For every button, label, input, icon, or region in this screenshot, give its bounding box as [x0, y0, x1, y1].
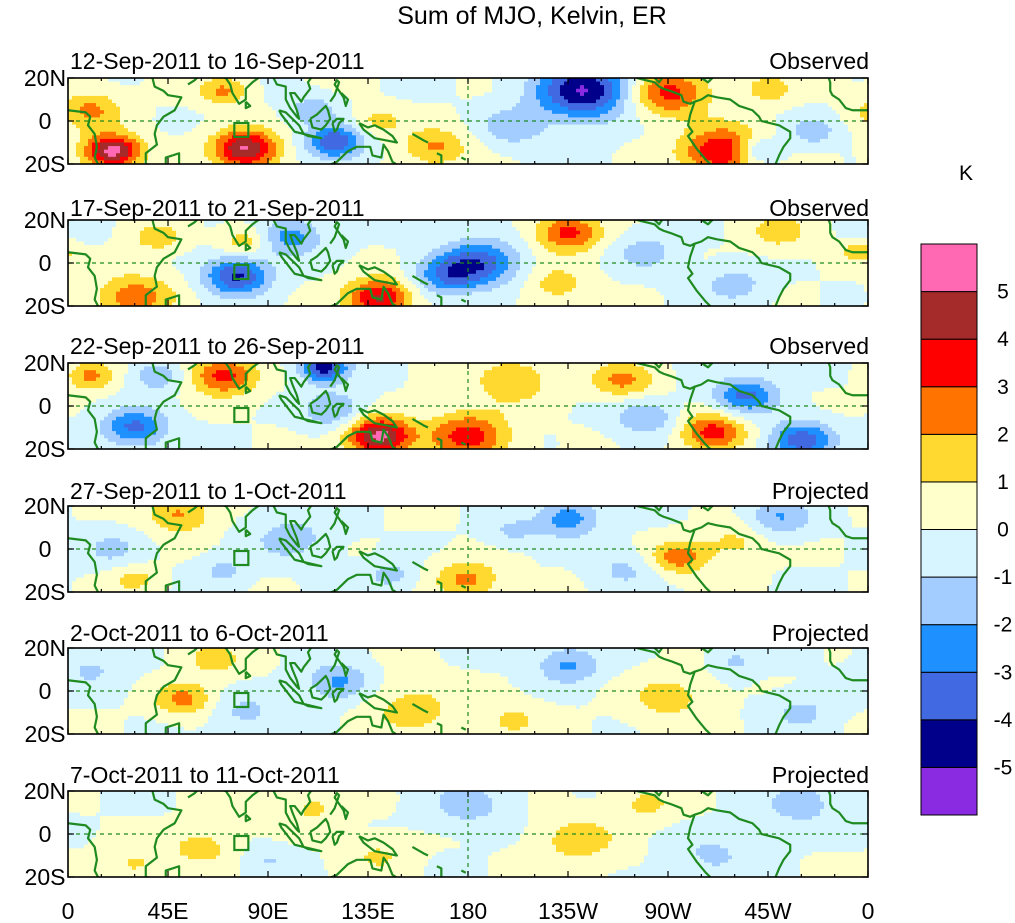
colorbar-swatch: [920, 719, 978, 768]
panel-status-label: Projected: [772, 620, 869, 646]
panel-4: 20N 0 20S 27-Sep-2011 to 1-Oct-2011 Projecte…: [24, 478, 869, 605]
coastlines: [68, 646, 868, 738]
panel-period-label: 7-Oct-2011 to 11-Oct-2011: [70, 762, 340, 788]
panel-period-label: 2-Oct-2011 to 6-Oct-2011: [70, 620, 329, 646]
colorbar-units-label: K: [959, 162, 973, 185]
panel-status-label: Observed: [769, 48, 869, 74]
colorbar-level-label: 3: [997, 376, 1009, 399]
anomaly-field: [68, 363, 868, 449]
panel-status-label: Observed: [769, 195, 869, 221]
panel-2: 20N 0 20S 17-Sep-2011 to 21-Sep-2011 Observe…: [24, 195, 869, 319]
colorbar-swatch: [920, 481, 978, 531]
anomaly-field: [68, 78, 868, 164]
colorbar-swatch: [920, 243, 978, 293]
x-axis: 0 45E 90E 135E 180 135W 90W 45W 0: [62, 898, 875, 923]
panel-period-label: 17-Sep-2011 to 21-Sep-2011: [70, 195, 365, 221]
y-tick-label: 20S: [25, 579, 66, 605]
panel-status-label: Observed: [769, 333, 869, 359]
region-box: [233, 834, 250, 852]
y-tick-label: 0: [39, 250, 52, 276]
x-tick-label: 135W: [538, 898, 598, 923]
panel-period-label: 12-Sep-2011 to 16-Sep-2011: [70, 48, 365, 74]
colorbar-level-label: -1: [994, 566, 1013, 589]
colorbar-level-label: 1: [997, 471, 1009, 494]
x-tick-label: 135E: [341, 898, 395, 923]
colorbar-level-label: 5: [997, 281, 1009, 304]
colorbar-swatch: [920, 338, 978, 388]
anomaly-field: [68, 648, 868, 734]
y-tick-label: 20S: [25, 721, 66, 747]
colorbar-level-label: 0: [997, 519, 1009, 542]
y-tick-label: 0: [39, 678, 52, 704]
colorbar-level-label: -2: [994, 614, 1013, 637]
colorbar-level-label: -3: [994, 661, 1013, 684]
y-tick-label: 20N: [24, 207, 66, 233]
coastlines: [68, 76, 868, 168]
anomaly-field: [68, 220, 868, 306]
x-tick-label: 180: [449, 898, 487, 923]
colorbar-level-label: 2: [997, 423, 1009, 446]
colorbar-swatch: [920, 671, 978, 721]
y-tick-label: 20N: [24, 493, 66, 519]
colorbar-swatch: [920, 291, 978, 340]
region-box: [233, 263, 250, 281]
x-tick-label: 45W: [744, 898, 792, 923]
colorbar-swatch: [920, 576, 978, 626]
y-tick-label: 0: [39, 393, 52, 419]
x-tick-label: 90W: [644, 898, 692, 923]
region-box: [233, 691, 250, 709]
panel-6: 20N 0 20S 7-Oct-2011 to 11-Oct-2011 Projecte…: [24, 762, 869, 890]
colorbar-level-label: -4: [994, 709, 1013, 732]
coastlines: [68, 218, 868, 310]
y-tick-label: 20S: [25, 293, 66, 319]
y-tick-label: 0: [39, 536, 52, 562]
colorbar-swatch: [920, 624, 978, 673]
colorbar-swatch: [920, 529, 978, 578]
colorbar-swatch: [920, 386, 978, 435]
y-tick-label: 0: [39, 821, 52, 847]
x-tick-label: 0: [62, 898, 75, 923]
panel-period-label: 27-Sep-2011 to 1-Oct-2011: [70, 478, 347, 504]
colorbar-level-label: -5: [994, 756, 1013, 779]
y-tick-label: 20N: [24, 635, 66, 661]
panel-5: 20N 0 20S 2-Oct-2011 to 6-Oct-2011 Projected: [24, 620, 869, 747]
x-tick-label: 90E: [248, 898, 289, 923]
panel-1: 20N 0 20S 12-Sep-2011 to 16-Sep-2011 Observe…: [24, 48, 869, 177]
y-tick-label: 0: [39, 108, 52, 134]
coastlines: [68, 789, 868, 881]
region-box: [233, 406, 250, 424]
colorbar-swatch: [920, 766, 978, 816]
panel-period-label: 22-Sep-2011 to 26-Sep-2011: [70, 333, 365, 359]
y-tick-label: 20S: [25, 864, 66, 890]
y-tick-label: 20N: [24, 778, 66, 804]
region-box: [233, 549, 250, 567]
panel-stack: 20N 0 20S 12-Sep-2011 to 16-Sep-2011 Observe…: [24, 48, 869, 890]
panel-3: 20N 0 20S 22-Sep-2011 to 26-Sep-2011 Observe…: [24, 333, 869, 462]
coastlines: [68, 504, 868, 596]
colorbar-level-label: 4: [997, 328, 1009, 351]
colorbar-swatch: [920, 433, 978, 483]
colorbar: K -5 -4 -3 -2 -1 0 1 2 3 4 5: [920, 162, 1013, 816]
region-box: [233, 121, 250, 139]
chart-title: Sum of MJO, Kelvin, ER: [397, 2, 667, 30]
coastlines: [68, 361, 868, 453]
y-tick-label: 20S: [25, 151, 66, 177]
y-tick-label: 20N: [24, 350, 66, 376]
x-tick-label: 45E: [148, 898, 189, 923]
anomaly-field: [68, 506, 868, 592]
panel-status-label: Projected: [772, 478, 869, 504]
y-tick-label: 20S: [25, 436, 66, 462]
panel-status-label: Projected: [772, 762, 869, 788]
x-tick-label: 0: [862, 898, 875, 923]
y-tick-label: 20N: [24, 65, 66, 91]
